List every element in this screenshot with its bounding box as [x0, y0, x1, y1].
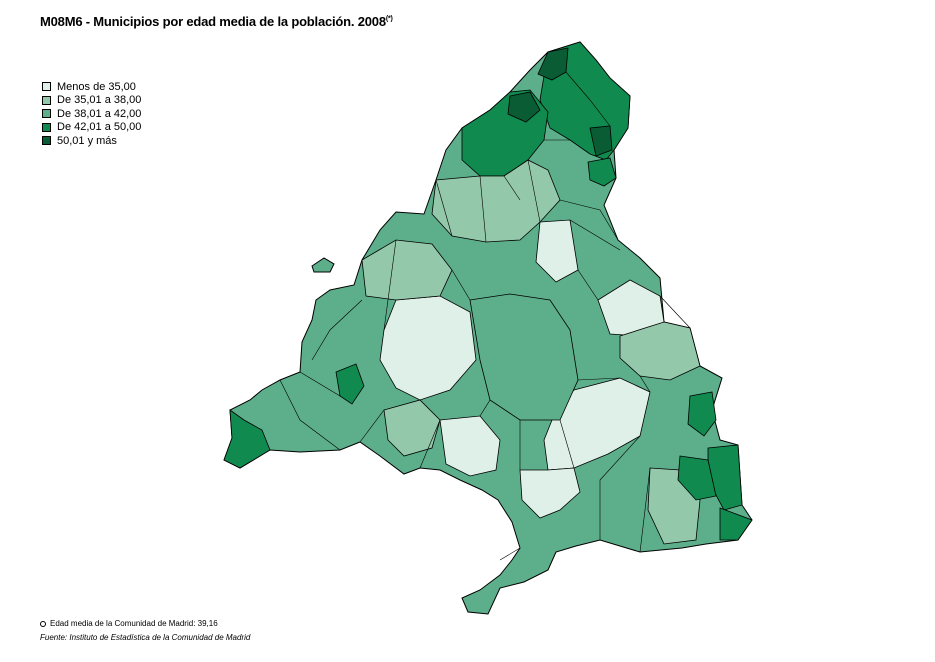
legend-swatch-4 [42, 136, 51, 146]
zone-west-medium [361, 239, 453, 301]
circle-marker-icon [40, 620, 46, 627]
zone-southeast-light [519, 467, 581, 519]
zone-north-b [537, 47, 569, 81]
map-title: M08M6 - Municipios por edad media de la … [40, 14, 393, 29]
legend-item-2: De 38,01 a 42,00 [42, 107, 141, 121]
legend-swatch-2 [42, 109, 51, 119]
enclave-outline [311, 257, 335, 273]
map-title-text: M08M6 - Municipios por edad media de la … [40, 14, 386, 29]
zone-center-light [535, 219, 579, 283]
average-age-note-text: Edad media de la Comunidad de Madrid: 39… [50, 619, 218, 628]
zone-north-f [587, 157, 617, 187]
legend-swatch-1 [42, 95, 51, 105]
zone-center-east-light [543, 377, 651, 471]
zone-west-light [379, 295, 477, 401]
legend-label-1: De 35,01 a 38,00 [57, 94, 142, 107]
legend-label-2: De 38,01 a 42,00 [57, 107, 142, 120]
legend-label-4: 50,01 y más [57, 134, 117, 147]
zone-east-dark-1 [687, 391, 717, 437]
legend-item-1: De 35,01 a 38,00 [42, 94, 141, 108]
legend-item-0: Menos de 35,00 [42, 80, 141, 94]
zone-west-dark [223, 409, 271, 469]
legend-item-4: 50,01 y más [42, 134, 141, 148]
legend-item-3: De 42,01 a 50,00 [42, 121, 141, 135]
zone-northwest-medium [431, 159, 561, 243]
source-note: Fuente: Instituto de Estadística de la C… [40, 633, 251, 642]
municipal-boundaries [279, 71, 691, 571]
legend-swatch-0 [42, 82, 51, 92]
zone-southwest-medium [383, 399, 441, 457]
zone-west-center-dark [335, 363, 365, 405]
zone-east-medium [619, 321, 701, 381]
legend: Menos de 35,00 De 35,01 a 38,00 De 38,01… [42, 80, 141, 148]
zone-capital [469, 293, 579, 421]
map-title-note-mark: (*) [385, 15, 393, 23]
legend-label-0: Menos de 35,00 [57, 80, 136, 93]
zone-north-d [507, 91, 541, 123]
average-age-note: Edad media de la Comunidad de Madrid: 39… [40, 619, 218, 628]
legend-label-3: De 42,01 a 50,00 [57, 121, 142, 134]
zone-southeast-dark [719, 507, 753, 541]
legend-swatch-3 [42, 122, 51, 132]
zone-east-dark-3 [677, 455, 717, 501]
zone-north-e [589, 125, 613, 157]
